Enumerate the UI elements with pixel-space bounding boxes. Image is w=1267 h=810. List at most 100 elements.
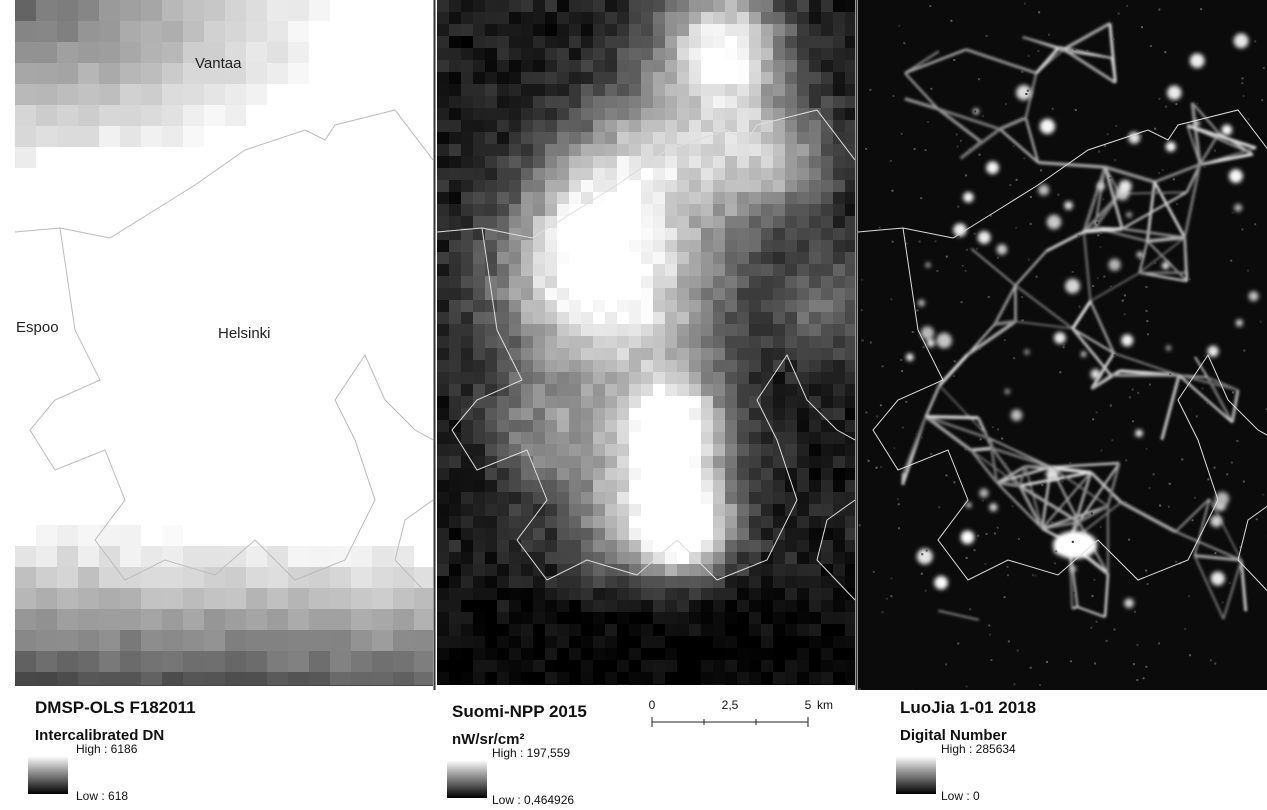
pixel	[437, 396, 450, 409]
pixel	[677, 348, 690, 361]
pixel	[99, 525, 120, 546]
pixel	[797, 612, 810, 625]
noise	[893, 447, 895, 449]
pixel	[461, 492, 474, 505]
pixel	[749, 12, 762, 25]
pixel	[57, 0, 78, 21]
noise	[1040, 169, 1042, 171]
pixel	[725, 396, 738, 409]
pixel	[533, 600, 546, 613]
noise	[929, 5, 931, 7]
pixel	[569, 132, 582, 145]
noise	[882, 365, 884, 367]
noise	[1214, 150, 1216, 152]
pixel	[57, 651, 78, 672]
pixel	[785, 588, 798, 601]
pixel	[725, 228, 738, 241]
pixel	[773, 252, 786, 265]
noise	[1091, 512, 1093, 514]
pixel	[677, 60, 690, 73]
pixel	[162, 126, 183, 147]
pixel	[737, 384, 750, 397]
pixel	[797, 576, 810, 589]
pixel	[641, 528, 654, 541]
pixel	[641, 672, 654, 685]
pixel	[749, 492, 762, 505]
pixel	[473, 660, 486, 673]
pixel	[701, 12, 714, 25]
pixel	[653, 24, 666, 37]
pixel	[605, 684, 618, 697]
pixel	[785, 120, 798, 133]
pixel	[749, 48, 762, 61]
pixel	[497, 204, 510, 217]
pixel	[461, 240, 474, 253]
noise	[953, 481, 955, 483]
pixel	[57, 42, 78, 63]
pixel	[629, 228, 642, 241]
pixel	[473, 444, 486, 457]
pixel	[569, 192, 582, 205]
pixel	[437, 48, 450, 61]
legend-ramp	[28, 756, 68, 794]
pixel	[372, 588, 393, 609]
pixel	[509, 180, 522, 193]
noise	[1222, 601, 1224, 603]
pixel	[509, 432, 522, 445]
pixel	[569, 288, 582, 301]
noise	[1169, 483, 1171, 485]
pixel	[701, 468, 714, 481]
pixel	[120, 588, 141, 609]
legend-high: High : 6186	[76, 742, 138, 756]
pixel	[581, 72, 594, 85]
pixel	[761, 552, 774, 565]
pixel	[485, 660, 498, 673]
pixel	[665, 408, 678, 421]
pixel	[557, 288, 570, 301]
pixel	[797, 444, 810, 457]
pixel	[785, 516, 798, 529]
pixel	[749, 180, 762, 193]
pixel	[617, 468, 630, 481]
pixel	[15, 567, 36, 588]
pixel	[545, 540, 558, 553]
pixel	[641, 240, 654, 253]
pixel	[725, 480, 738, 493]
pixel	[225, 672, 246, 693]
pixel	[761, 480, 774, 493]
pixel	[449, 660, 462, 673]
pixel	[653, 276, 666, 289]
pixel	[653, 372, 666, 385]
pixel	[557, 348, 570, 361]
pixel	[809, 12, 822, 25]
noise	[905, 401, 907, 403]
pixel	[797, 48, 810, 61]
pixel	[629, 36, 642, 49]
pixel	[629, 468, 642, 481]
pixel	[809, 48, 822, 61]
pixel	[713, 324, 726, 337]
pixel	[749, 300, 762, 313]
noise	[1240, 573, 1242, 575]
light-spot	[963, 192, 974, 203]
pixel	[557, 432, 570, 445]
pixel	[761, 504, 774, 517]
pixel	[749, 276, 762, 289]
pixel	[665, 120, 678, 133]
pixel	[461, 168, 474, 181]
pixel	[162, 42, 183, 63]
pixel	[713, 48, 726, 61]
pixel	[773, 624, 786, 637]
noise	[1078, 235, 1080, 237]
pixel	[809, 36, 822, 49]
pixel	[351, 630, 372, 651]
pixel	[737, 204, 750, 217]
pixel	[473, 624, 486, 637]
pixel	[557, 264, 570, 277]
noise	[1114, 628, 1116, 630]
pixel	[545, 108, 558, 121]
pixel	[677, 552, 690, 565]
noise	[1100, 449, 1102, 451]
pixel	[737, 228, 750, 241]
pixel	[557, 180, 570, 193]
